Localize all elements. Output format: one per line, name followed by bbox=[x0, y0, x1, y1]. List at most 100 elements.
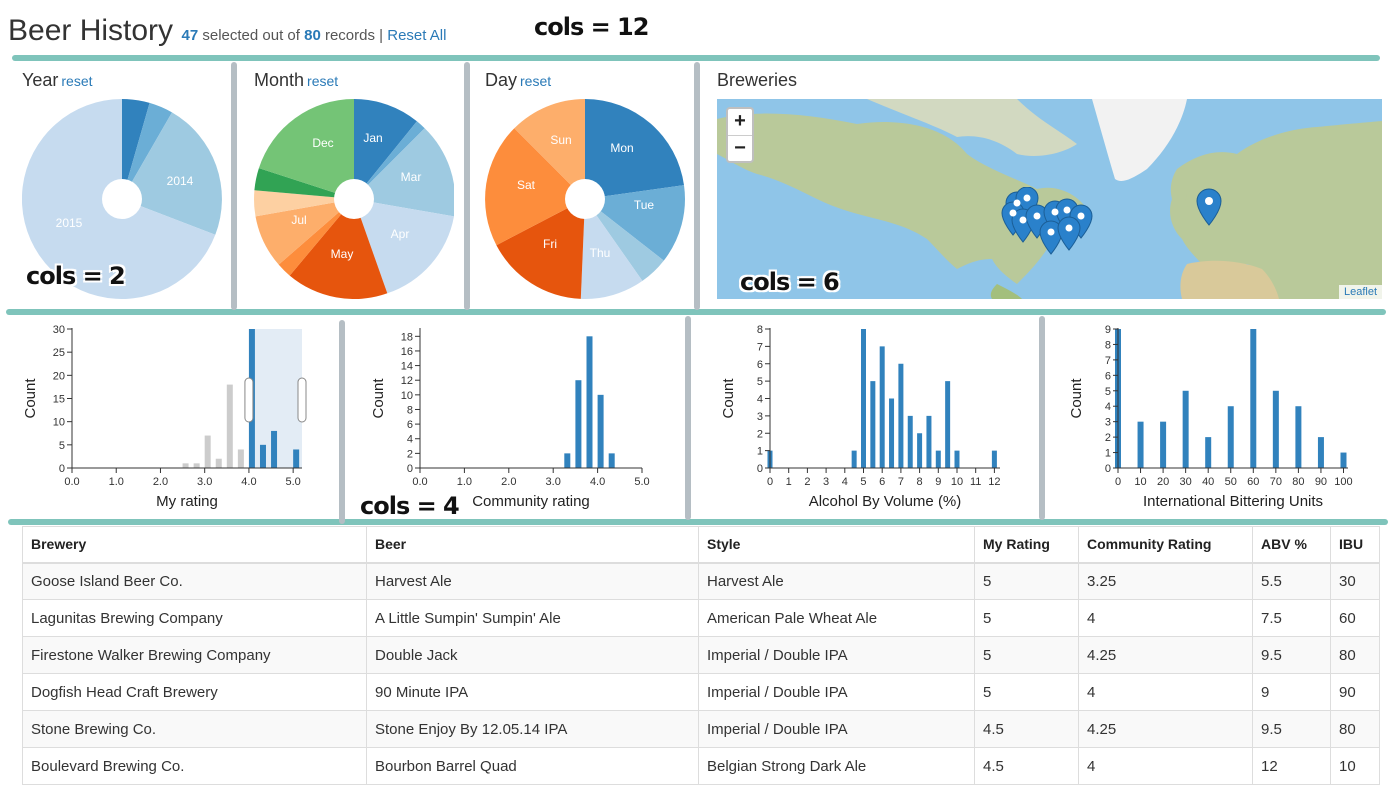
histogram-bar[interactable] bbox=[1272, 390, 1279, 468]
histogram-bar[interactable] bbox=[1340, 452, 1347, 468]
pie-slice-aug[interactable] bbox=[254, 190, 354, 217]
brush-handle[interactable] bbox=[297, 377, 307, 423]
pie-slice-may[interactable] bbox=[289, 199, 388, 299]
histogram-bar[interactable] bbox=[597, 394, 604, 468]
histogram-bar[interactable] bbox=[204, 435, 211, 468]
pie-slice-nov[interactable] bbox=[254, 168, 354, 199]
histogram-bar[interactable] bbox=[215, 458, 222, 468]
pie-slice-jul[interactable] bbox=[255, 199, 355, 265]
histogram-bar[interactable] bbox=[898, 363, 904, 468]
map-marker-icon[interactable] bbox=[1057, 216, 1081, 251]
map-marker-icon[interactable] bbox=[1196, 188, 1222, 226]
pie-slice-jun[interactable] bbox=[278, 199, 354, 276]
histogram-bar[interactable] bbox=[1182, 390, 1189, 468]
y-tick-label: 1 bbox=[1105, 448, 1111, 460]
pie-slice-fri[interactable] bbox=[496, 199, 585, 299]
histogram-bar[interactable] bbox=[271, 430, 278, 468]
table-row[interactable]: Lagunitas Brewing Company A Little Sumpin… bbox=[22, 599, 1380, 637]
histogram-bar[interactable] bbox=[193, 463, 200, 468]
histogram-bar[interactable] bbox=[907, 415, 913, 468]
y-tick-label: 14 bbox=[401, 361, 413, 373]
histogram-bar[interactable] bbox=[926, 415, 932, 468]
histogram-bar[interactable] bbox=[1205, 437, 1212, 468]
year-pie-chart[interactable]: 2014 2015 bbox=[22, 99, 222, 299]
col-header-abv[interactable]: ABV % bbox=[1252, 526, 1331, 564]
day-reset-link[interactable]: reset bbox=[520, 73, 552, 89]
pie-label-thu: Thu bbox=[590, 246, 611, 260]
histogram-bar[interactable] bbox=[608, 453, 615, 468]
histogram-bar[interactable] bbox=[851, 450, 857, 468]
y-tick-label: 2 bbox=[757, 428, 763, 440]
histogram-bar[interactable] bbox=[1250, 329, 1257, 468]
ibu-histogram[interactable]: 0 10 20 30 40 50 60 70 80 90 100 0 1 2 3 4 5 6 7 8 9 Internat… bbox=[1046, 318, 1386, 518]
histogram-bar[interactable] bbox=[259, 444, 266, 468]
col-header-community-rating[interactable]: Community Rating bbox=[1078, 526, 1253, 564]
pie-slice-wed[interactable] bbox=[585, 199, 664, 281]
pie-slice-apr[interactable] bbox=[354, 199, 454, 294]
pie-slice-dec[interactable] bbox=[258, 99, 354, 199]
histogram-bar[interactable] bbox=[879, 346, 885, 468]
histogram-bar[interactable] bbox=[1295, 406, 1302, 468]
col-header-ibu[interactable]: IBU bbox=[1330, 526, 1380, 564]
pie-slice-jan[interactable] bbox=[354, 99, 417, 199]
pie-slice-2014[interactable] bbox=[122, 112, 222, 235]
divider-col bbox=[694, 62, 700, 310]
histogram-bar[interactable] bbox=[226, 384, 233, 468]
histogram-bar[interactable] bbox=[935, 450, 941, 468]
year-reset-link[interactable]: reset bbox=[61, 73, 93, 89]
pie-slice-mar[interactable] bbox=[354, 128, 454, 217]
histogram-bar[interactable] bbox=[991, 450, 997, 468]
histogram-bar[interactable] bbox=[237, 449, 244, 468]
pie-slice-tue[interactable] bbox=[585, 185, 685, 261]
col-header-brewery[interactable]: Brewery bbox=[22, 526, 367, 564]
histogram-bar[interactable] bbox=[1317, 437, 1324, 468]
histogram-bar[interactable] bbox=[1160, 421, 1167, 468]
pie-slice-thu[interactable] bbox=[580, 199, 643, 299]
pie-slice-feb[interactable] bbox=[354, 121, 425, 199]
month-chart-title: Month reset bbox=[254, 70, 338, 91]
table-cell: 30 bbox=[1330, 562, 1380, 600]
my-rating-histogram[interactable]: 0.0 1.0 2.0 3.0 4.0 5.0 0 5 10 15 20 25 30 My rating C… bbox=[0, 318, 335, 518]
table-row[interactable]: Stone Brewing Co. Stone Enjoy By 12.05.14… bbox=[22, 710, 1380, 748]
col-header-beer[interactable]: Beer bbox=[366, 526, 699, 564]
histogram-bar[interactable] bbox=[1137, 421, 1144, 468]
histogram-bar[interactable] bbox=[182, 463, 189, 468]
table-cell: Firestone Walker Brewing Company bbox=[22, 636, 367, 674]
histogram-bar[interactable] bbox=[945, 381, 951, 468]
pie-slice-sat[interactable] bbox=[485, 128, 585, 246]
histogram-bar[interactable] bbox=[870, 381, 876, 468]
y-tick-label: 0 bbox=[407, 463, 413, 475]
month-pie-chart[interactable]: Jan Mar Apr May Jul Dec bbox=[254, 99, 454, 299]
day-pie-chart[interactable]: Mon Tue Thu Fri Sat Sun bbox=[485, 99, 685, 299]
pie-slice-2012[interactable] bbox=[122, 99, 150, 199]
zoom-in-button[interactable]: + bbox=[734, 110, 746, 132]
table-row[interactable]: Boulevard Brewing Co. Bourbon Barrel Quad… bbox=[22, 747, 1380, 785]
map-attribution[interactable]: Leaflet bbox=[1338, 285, 1382, 299]
x-tick-label: 3.0 bbox=[197, 476, 212, 488]
col-header-my-rating[interactable]: My Rating bbox=[974, 526, 1079, 564]
zoom-out-button[interactable]: − bbox=[728, 135, 752, 161]
histogram-bar[interactable] bbox=[1227, 406, 1234, 468]
breweries-map[interactable]: + − Leaflet bbox=[717, 99, 1382, 299]
pie-label-jan: Jan bbox=[363, 131, 382, 145]
table-row[interactable]: Dogfish Head Craft Brewery 90 Minute IPA I… bbox=[22, 673, 1380, 711]
histogram-bar[interactable] bbox=[917, 433, 923, 468]
table-row[interactable]: Firestone Walker Brewing Company Double J… bbox=[22, 636, 1380, 674]
community-rating-histogram[interactable]: 0.0 1.0 2.0 3.0 4.0 5.0 0 2 4 6 8 10 12 14 16 18 Communi… bbox=[348, 318, 683, 518]
histogram-bar[interactable] bbox=[860, 329, 866, 468]
col-header-style[interactable]: Style bbox=[698, 526, 975, 564]
pie-slice-2013[interactable] bbox=[122, 102, 172, 199]
histogram-bar[interactable] bbox=[889, 398, 895, 469]
histogram-bar[interactable] bbox=[954, 450, 960, 468]
histogram-bar[interactable] bbox=[293, 449, 300, 468]
pie-slice-mon[interactable] bbox=[585, 99, 684, 199]
table-row[interactable]: Goose Island Beer Co. Harvest Ale Harvest … bbox=[22, 562, 1380, 600]
histogram-bar[interactable] bbox=[586, 336, 593, 468]
brush-handle[interactable] bbox=[244, 377, 254, 423]
month-reset-link[interactable]: reset bbox=[307, 73, 339, 89]
histogram-bar[interactable] bbox=[564, 453, 571, 468]
histogram-bar[interactable] bbox=[575, 380, 582, 468]
reset-all-link[interactable]: Reset All bbox=[387, 27, 447, 44]
pie-slice-sun[interactable] bbox=[514, 99, 585, 199]
